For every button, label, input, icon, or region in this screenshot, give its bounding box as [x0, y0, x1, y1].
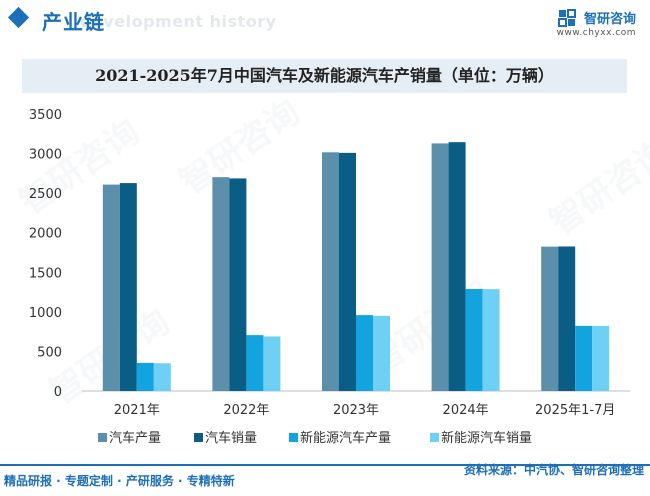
x-tick-label: 2021年 [114, 403, 160, 418]
bar [356, 315, 373, 391]
chart-title: 2021-2025年7月中国汽车及新能源汽车产销量（单位：万辆） [95, 66, 554, 85]
legend-label: 汽车产量 [109, 430, 161, 446]
x-tick-label: 2023年 [333, 403, 379, 418]
legend-swatch [289, 433, 298, 442]
chart-title-bar: 2021-2025年7月中国汽车及新能源汽车产销量（单位：万辆） [22, 59, 627, 93]
footer-divider [0, 464, 650, 466]
bar [136, 362, 154, 391]
legend-swatch [430, 433, 439, 442]
bar [541, 246, 559, 391]
bar [482, 289, 500, 391]
y-tick-label: 1500 [29, 266, 62, 281]
bar [558, 246, 576, 391]
legend-label: 汽车销量 [205, 430, 257, 446]
brand: 智研咨询 www.chyxx.com [557, 7, 636, 38]
bar [575, 325, 593, 391]
header: development history 产业链 智研咨询 www.chyxx.c… [0, 0, 650, 44]
bar [322, 152, 339, 391]
bar [448, 142, 466, 391]
bar [229, 178, 247, 391]
y-tick-label: 3000 [29, 148, 62, 163]
x-tick-label: 2025年1-7月 [535, 403, 615, 418]
brand-name: 智研咨询 [583, 12, 636, 27]
bar-chart: 0 500 1000 1500 2000 2500 3000 3500 2021年 2022年 20… [29, 108, 630, 446]
bar [119, 183, 137, 391]
bar [246, 335, 264, 391]
y-tick-label: 500 [37, 345, 62, 360]
legend-label: 新能源汽车销量 [441, 430, 532, 446]
bar [592, 325, 610, 391]
section-title: 产业链 [42, 10, 105, 34]
y-tick-label: 0 [54, 385, 62, 400]
x-tick-label: 2022年 [223, 403, 269, 418]
brand-logo-icon [557, 8, 576, 27]
legend-swatch [194, 433, 203, 442]
footer-services: 精品研报 · 专题定制 · 产研服务 · 专精特新 [4, 474, 235, 488]
bar [431, 143, 449, 391]
y-tick-label: 2000 [29, 227, 62, 242]
bar [373, 315, 390, 391]
bar [339, 152, 356, 391]
bar [263, 336, 281, 391]
bar [465, 288, 483, 391]
bar [102, 184, 120, 391]
legend-swatch [98, 433, 107, 442]
bar [153, 363, 171, 391]
bar [212, 177, 230, 391]
section-subtitle: development history [80, 12, 277, 31]
x-tick-label: 2024年 [443, 403, 489, 418]
brand-url: www.chyxx.com [556, 28, 636, 38]
y-tick-label: 3500 [29, 108, 62, 123]
y-tick-label: 1000 [29, 306, 62, 321]
legend-label: 新能源汽车产量 [300, 430, 391, 446]
y-tick-label: 2500 [29, 187, 62, 202]
footer-source: 资料来源：中汽协、智研咨询整理 [463, 463, 644, 477]
